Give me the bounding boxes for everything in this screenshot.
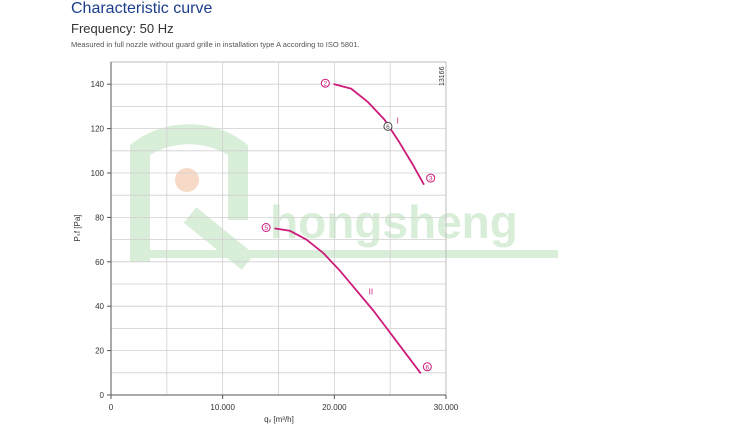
x-tick-label: 30.000: [434, 403, 459, 412]
logo-arc: [130, 124, 248, 262]
y-tick-label: 140: [91, 80, 105, 89]
series-line-1: [333, 83, 425, 185]
y-tick-label: 100: [91, 169, 105, 178]
y-tick-label: 40: [95, 302, 104, 311]
series-name-label: I: [397, 117, 399, 126]
y-tick-label: 20: [95, 347, 104, 356]
series-start-marker-circle: [261, 223, 271, 232]
y-tick-label: 60: [95, 258, 104, 267]
logo-sun: [175, 168, 199, 192]
frequency-label: Frequency: 50 Hz: [71, 21, 174, 36]
x-tick-label: 10.000: [210, 403, 235, 412]
series-end-marker-label: 6: [426, 364, 430, 371]
series-start-marker-circle: [320, 78, 330, 88]
series-end-marker-circle: [426, 173, 436, 183]
watermark-underline: [150, 250, 558, 258]
chart-code-label: 13166: [439, 66, 446, 86]
watermark-logo: [130, 124, 255, 270]
y-tick-label: 80: [95, 213, 104, 222]
x-axis-label: qᵥ [m³/h]: [264, 415, 294, 424]
x-tick-label: 20.000: [322, 403, 347, 412]
series-line-2: [274, 227, 422, 374]
watermark: hongsheng: [130, 124, 558, 270]
operating-point-circle: [383, 121, 393, 131]
series-name-label: II: [369, 288, 373, 297]
y-axis-label: Pₛf [Pa]: [73, 215, 82, 242]
series-end-marker-label: 3: [429, 176, 433, 183]
chart-grid: [110, 61, 447, 396]
page-title: Characteristic curve: [71, 0, 213, 17]
series-start-marker-label: 5: [264, 225, 268, 232]
chart-axes: 0 10.000 20.000 30.000 0 20 40 60 80 100 120 140: [91, 62, 459, 412]
y-tick-label: 0: [100, 391, 105, 400]
x-tick-label: 0: [109, 403, 114, 412]
series-end-marker-circle: [422, 362, 432, 372]
y-tick-label: 120: [91, 125, 105, 134]
operating-point-label: 6: [386, 124, 390, 131]
series-start-marker-label: 2: [324, 81, 328, 88]
measurement-note: Measured in full nozzle without guard gr…: [71, 40, 360, 49]
